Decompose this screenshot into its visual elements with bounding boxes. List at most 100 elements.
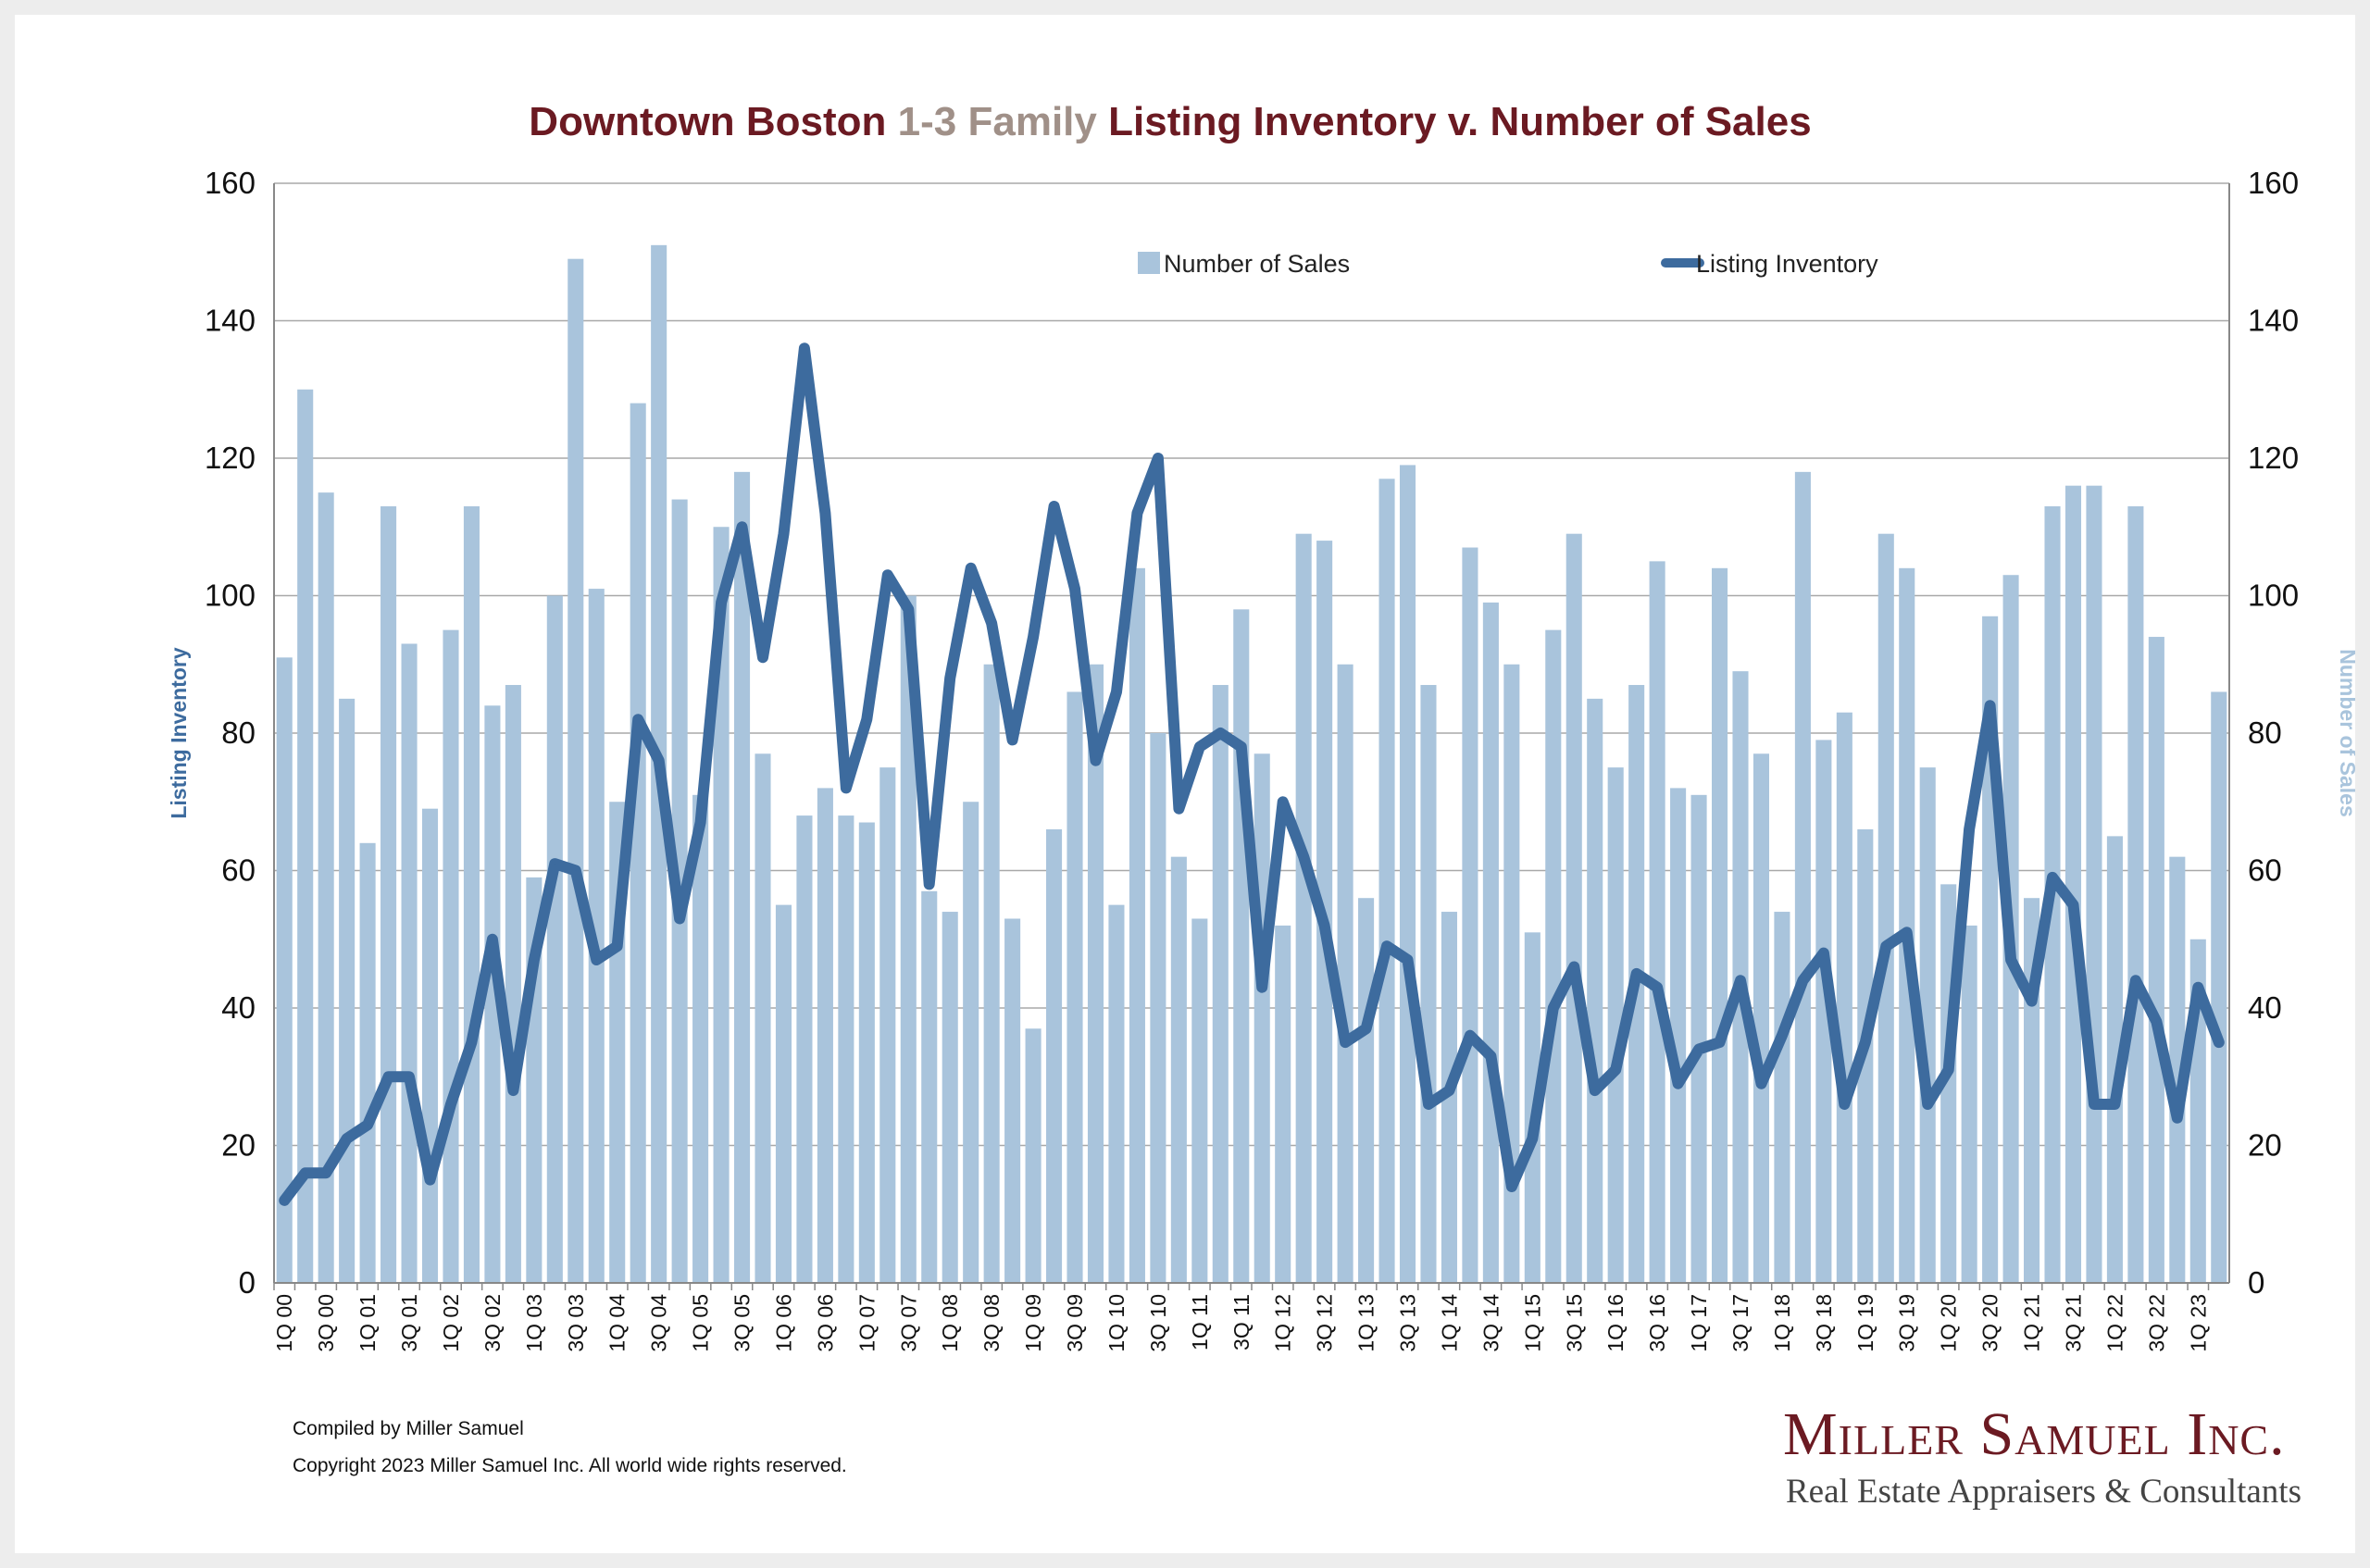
sales-bar-2Q-00 (297, 389, 314, 1283)
sales-bar-2Q-05 (713, 527, 730, 1283)
y-axis-left-title: Listing Inventory (167, 647, 191, 819)
gridlines (274, 182, 2229, 1147)
inventory-point-3Q-00 (325, 1172, 327, 1174)
x-tick-label-1Q-03: 1Q 03 (522, 1294, 546, 1352)
y-tick-left-20: 20 (221, 1128, 256, 1163)
sales-bar-2Q-03 (546, 595, 563, 1283)
x-tick-label-3Q-14: 3Q 14 (1478, 1294, 1503, 1352)
sales-bar-2Q-01 (380, 505, 397, 1283)
x-tick-label-3Q-13: 3Q 13 (1396, 1294, 1420, 1352)
sales-bar-4Q-19 (1919, 767, 1936, 1283)
sales-bar-2Q-02 (463, 505, 480, 1283)
x-tick-label-1Q-18: 1Q 18 (1770, 1294, 1794, 1352)
sales-bar-4Q-21 (2086, 485, 2102, 1283)
x-tick-label-3Q-06: 3Q 06 (813, 1294, 837, 1352)
inventory-point-1Q-22 (2114, 1103, 2115, 1105)
chart-title-part-1: 1-3 Family (898, 99, 1098, 144)
x-tick-label-3Q-10: 3Q 10 (1146, 1294, 1170, 1352)
sales-bar-4Q-12 (1337, 664, 1353, 1283)
sales-bar-1Q-17 (1690, 794, 1707, 1283)
sales-bar-4Q-22 (2169, 856, 2186, 1283)
inventory-point-2Q-11 (1219, 732, 1221, 734)
inventory-point-1Q-03 (533, 959, 535, 961)
sales-bar-4Q-06 (838, 815, 854, 1283)
sales-bar-4Q-11 (1254, 753, 1270, 1283)
inventory-point-1Q-21 (2031, 1001, 2033, 1002)
inventory-point-3Q-10 (1157, 457, 1159, 459)
sales-bar-4Q-17 (1753, 753, 1770, 1283)
sales-bar-3Q-10 (1150, 733, 1166, 1283)
sales-bar-4Q-07 (921, 890, 938, 1283)
inventory-point-1Q-14 (1448, 1089, 1450, 1091)
inventory-point-3Q-22 (2155, 1021, 2157, 1023)
x-tick-label-3Q-22: 3Q 22 (2144, 1294, 2168, 1352)
x-tick-label-3Q-12: 3Q 12 (1313, 1294, 1337, 1352)
sales-bar-1Q-06 (775, 904, 792, 1283)
x-tick-label-1Q-07: 1Q 07 (854, 1294, 879, 1352)
x-tick-label-3Q-02: 3Q 02 (480, 1294, 505, 1352)
sales-bar-3Q-05 (733, 471, 751, 1284)
y-tick-left-80: 80 (221, 716, 256, 750)
sales-bar-1Q-02 (443, 629, 459, 1283)
x-tick-label-1Q-17: 1Q 17 (1687, 1294, 1711, 1352)
inventory-point-4Q-02 (512, 1089, 514, 1091)
inventory-point-1Q-00 (283, 1200, 285, 1201)
axes: 0 0 20 20 40 40 60 60 80 80 100 100 120 120 140 140 160 1… (167, 166, 2355, 1352)
x-tick-label-3Q-18: 3Q 18 (1812, 1294, 1836, 1352)
sales-bar-2Q-10 (1129, 567, 1145, 1283)
sales-bar-3Q-18 (1815, 740, 1832, 1283)
inventory-point-2Q-01 (388, 1076, 390, 1077)
chart-title-part-0: Downtown Boston (529, 99, 897, 144)
x-tick-label-3Q-17: 3Q 17 (1728, 1294, 1753, 1352)
sales-bar-3Q-14 (1482, 602, 1499, 1283)
brand-logo-tagline: Real Estate Appraisers & Consultants (1786, 1473, 2301, 1511)
x-tick-label-1Q-19: 1Q 19 (1853, 1294, 1877, 1352)
inventory-point-2Q-23 (2218, 1041, 2220, 1043)
x-tick-label-1Q-02: 1Q 02 (439, 1294, 463, 1352)
sales-bar-1Q-12 (1275, 925, 1291, 1283)
sales-bar-2Q-08 (963, 802, 979, 1283)
y-tick-right-100: 100 (2248, 579, 2299, 613)
sales-bar-4Q-18 (1836, 712, 1852, 1283)
inventory-point-1Q-09 (1032, 636, 1034, 638)
x-tick-label-1Q-13: 1Q 13 (1354, 1294, 1378, 1352)
sales-bar-3Q-15 (1565, 533, 1582, 1283)
inventory-point-1Q-12 (1282, 801, 1284, 803)
x-tick-label-1Q-16: 1Q 16 (1603, 1294, 1628, 1352)
x-tick-label-1Q-15: 1Q 15 (1520, 1294, 1544, 1352)
sales-bar-3Q-00 (318, 492, 334, 1283)
sales-bar-4Q-02 (505, 685, 521, 1283)
sales-bar-1Q-16 (1607, 767, 1624, 1283)
inventory-point-2Q-22 (2135, 979, 2137, 981)
inventory-point-3Q-09 (1074, 588, 1076, 590)
compiled-note: Compiled by Miller Samuel (293, 1418, 524, 1439)
inventory-point-3Q-17 (1740, 979, 1741, 981)
x-tick-label-3Q-20: 3Q 20 (1978, 1294, 2002, 1352)
sales-bar-3Q-09 (1066, 691, 1083, 1283)
inventory-point-1Q-18 (1781, 1035, 1783, 1037)
inventory-point-1Q-17 (1698, 1049, 1700, 1051)
inventory-point-2Q-18 (1802, 979, 1803, 981)
y-tick-right-80: 80 (2248, 716, 2282, 750)
sales-bar-2Q-14 (1462, 547, 1478, 1283)
chart-title: Downtown Boston 1-3 Family Listing Inven… (529, 99, 1811, 144)
y-tick-right-0: 0 (2248, 1265, 2264, 1300)
x-tick-label-1Q-22: 1Q 22 (2102, 1294, 2127, 1352)
inventory-point-2Q-14 (1469, 1035, 1471, 1037)
sales-bar-2Q-20 (1961, 925, 1977, 1283)
y-tick-left-40: 40 (221, 990, 256, 1025)
sales-bar-4Q-01 (421, 808, 439, 1283)
inventory-point-1Q-20 (1948, 1069, 1950, 1071)
x-tick-label-1Q-21: 1Q 21 (2020, 1294, 2044, 1352)
sales-bar-2Q-09 (1046, 828, 1063, 1283)
sales-bar-4Q-15 (1587, 698, 1603, 1283)
sales-bar-1Q-11 (1191, 918, 1208, 1283)
y-tick-right-160: 160 (2248, 166, 2299, 200)
inventory-point-4Q-20 (2010, 959, 2012, 961)
inventory-point-2Q-05 (720, 602, 722, 604)
x-tick-label-1Q-08: 1Q 08 (938, 1294, 962, 1352)
chart-title-part-2: Listing Inventory v. Number of Sales (1097, 99, 1812, 144)
inventory-point-3Q-03 (575, 870, 577, 871)
sales-bar-3Q-21 (2064, 485, 2082, 1283)
y-tick-right-40: 40 (2248, 990, 2282, 1025)
